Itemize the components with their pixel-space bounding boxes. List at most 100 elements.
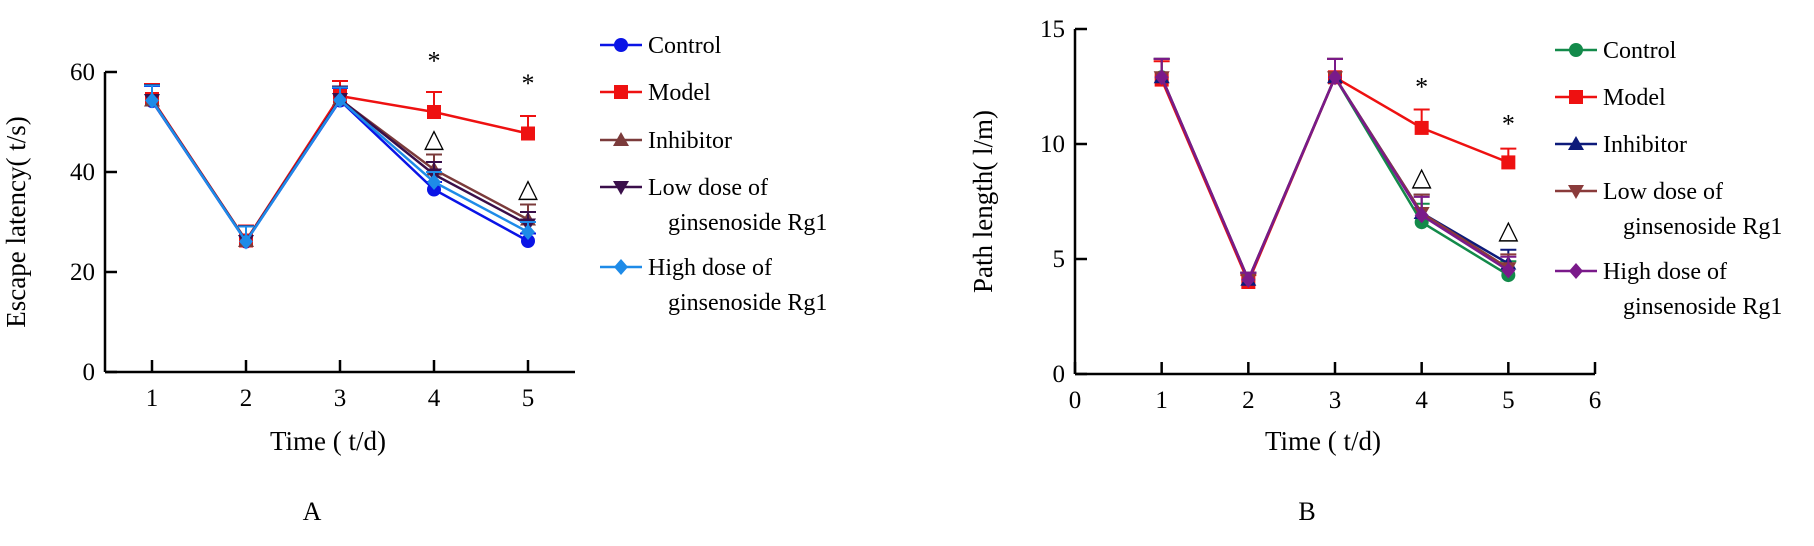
y-axis-title: Escape latency( t/s) — [1, 116, 31, 327]
x-tick-label: 2 — [1242, 387, 1255, 414]
legend-label: Model — [1603, 85, 1666, 111]
legend-swatch-marker — [1568, 136, 1584, 150]
panel-label: A — [303, 497, 322, 526]
y-tick-label: 40 — [70, 159, 95, 186]
legend-item: Control — [1555, 38, 1677, 64]
legend-item: Inhibitor — [600, 128, 732, 154]
series-model — [1153, 57, 1517, 289]
x-tick-label: 1 — [146, 385, 159, 412]
y-tick-label: 10 — [1040, 131, 1065, 158]
legend-label: Control — [1603, 38, 1677, 64]
data-point — [1414, 207, 1429, 224]
data-point — [1414, 120, 1429, 135]
legend-item: Control — [600, 33, 722, 59]
significance-marker: * — [522, 69, 535, 98]
significance-marker: * — [1415, 73, 1428, 102]
legend-item: High dose of ginsenoside Rg1 — [1555, 259, 1782, 320]
x-tick-label: 4 — [428, 385, 441, 412]
x-tick-label: 1 — [1155, 387, 1168, 414]
legend-swatch-marker — [614, 259, 628, 275]
legend-swatch-marker — [1569, 90, 1583, 104]
legend-label: ginsenoside Rg1 — [668, 290, 827, 316]
x-tick-label: 3 — [1329, 387, 1342, 414]
data-point — [1241, 271, 1256, 288]
legend-label: Low dose of — [1603, 179, 1723, 205]
data-point — [427, 174, 441, 190]
significance-marker: △ — [1412, 162, 1432, 191]
legend-item: Inhibitor — [1555, 132, 1687, 158]
series-line — [150, 94, 529, 243]
x-axis-title: Time ( t/d) — [270, 426, 386, 456]
legend-swatch-marker — [614, 85, 628, 99]
x-tick-label: 5 — [1502, 387, 1515, 414]
x-tick-label: 3 — [334, 385, 347, 412]
series-high-dose-of-ginsenoside-rg1 — [1153, 57, 1517, 288]
legend-label: Inhibitor — [1603, 132, 1687, 158]
data-point — [521, 126, 535, 141]
legend: Control Model Inhibitor Low dose of ginsenos… — [1555, 38, 1782, 320]
legend-item: Low dose of ginsenoside Rg1 — [600, 175, 827, 236]
legend-item: High dose of ginsenoside Rg1 — [600, 255, 827, 316]
legend-swatch-marker — [1568, 185, 1584, 199]
legend-swatch-marker — [614, 38, 628, 52]
x-tick-label: 0 — [1069, 387, 1082, 414]
series-line — [1160, 74, 1510, 283]
legend-swatch-marker — [613, 181, 629, 195]
series-low-dose-of-ginsenoside-rg1 — [144, 84, 536, 249]
y-tick-label: 20 — [70, 259, 95, 286]
x-tick-label: 5 — [522, 385, 535, 412]
series-line — [1160, 74, 1509, 283]
legend-item: Low dose of ginsenoside Rg1 — [1555, 179, 1782, 240]
legend-label: Model — [648, 80, 711, 106]
data-point — [1328, 69, 1342, 86]
chart-panel-b: 0 5 10 15 0 1 2 3 4 5 6 Path length( l/m) Time ( t/d… — [968, 16, 1782, 526]
legend-item: Model — [1555, 85, 1666, 111]
legend-label: Control — [648, 33, 722, 59]
significance-marker: * — [1502, 110, 1515, 139]
x-axis-title: Time ( t/d) — [1265, 426, 1381, 456]
significance-marker: △ — [424, 124, 444, 153]
series-control — [144, 85, 536, 249]
series-line — [1160, 74, 1509, 283]
y-tick-label: 15 — [1040, 16, 1065, 43]
legend: Control Model Inhibitor Low dose of ginsenos… — [600, 33, 827, 316]
data-point — [1501, 262, 1516, 279]
data-point — [1501, 155, 1516, 170]
data-point — [145, 92, 159, 109]
chart-panel-a: 0 20 40 60 1 2 3 4 5 Escape latency( t/s) Time ( t… — [1, 33, 827, 526]
data-point — [1154, 69, 1169, 86]
y-tick-label: 0 — [1053, 361, 1066, 388]
legend-label: High dose of — [1603, 259, 1727, 285]
y-tick-label: 0 — [83, 359, 96, 386]
data-point — [521, 224, 535, 240]
series-low-dose-of-ginsenoside-rg1 — [1153, 57, 1517, 288]
significance-marker: △ — [1498, 215, 1518, 244]
x-tick-label: 2 — [240, 385, 253, 412]
legend-swatch-marker — [613, 132, 629, 146]
legend-swatch-marker — [1569, 263, 1583, 279]
y-axis-title: Path length( l/m) — [968, 110, 998, 293]
legend-swatch-marker — [1569, 43, 1583, 57]
x-tick-label: 4 — [1415, 387, 1428, 414]
series-line — [1160, 74, 1510, 283]
legend-label: High dose of — [648, 255, 772, 281]
significance-marker: △ — [518, 174, 538, 203]
series-line — [1160, 75, 1509, 286]
y-tick-label: 5 — [1053, 246, 1066, 273]
series-high-dose-of-ginsenoside-rg1 — [144, 84, 536, 250]
data-point — [333, 92, 347, 108]
legend-item: Model — [600, 80, 711, 106]
x-tick-label: 6 — [1589, 387, 1602, 414]
data-point — [239, 233, 253, 250]
data-point — [427, 105, 441, 119]
legend-label: Low dose of — [648, 175, 768, 201]
series-inhibitor — [144, 84, 536, 247]
legend-label: ginsenoside Rg1 — [668, 210, 827, 236]
series-control — [1153, 57, 1517, 287]
panel-label: B — [1298, 497, 1315, 526]
legend-label: Inhibitor — [648, 128, 732, 154]
significance-marker: * — [428, 47, 441, 76]
legend-label: ginsenoside Rg1 — [1623, 294, 1782, 320]
y-tick-label: 60 — [70, 59, 95, 86]
